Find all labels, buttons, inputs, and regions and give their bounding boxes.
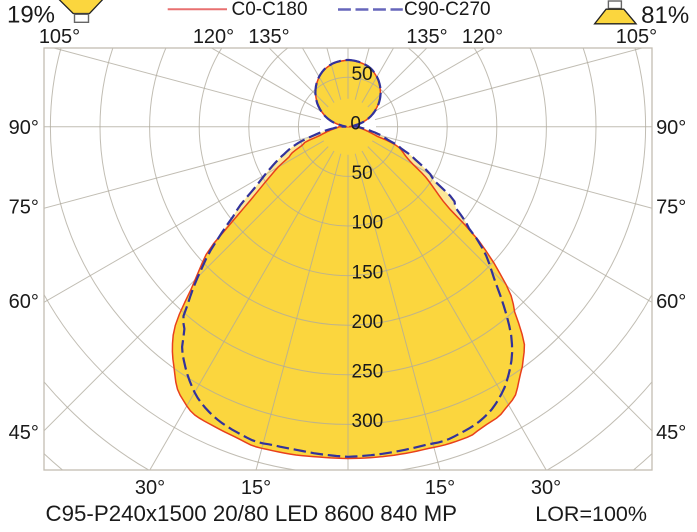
svg-text:45°: 45° — [656, 422, 686, 444]
svg-text:15°: 15° — [425, 477, 455, 499]
svg-text:0: 0 — [350, 114, 361, 135]
svg-text:200: 200 — [352, 312, 384, 333]
svg-text:15°: 15° — [241, 477, 271, 499]
svg-text:150: 150 — [352, 262, 384, 283]
svg-text:135°: 135° — [406, 26, 447, 48]
svg-text:120°: 120° — [193, 26, 234, 48]
svg-text:100: 100 — [352, 213, 384, 234]
svg-text:250: 250 — [352, 362, 384, 383]
svg-text:105°: 105° — [616, 26, 657, 48]
svg-text:45°: 45° — [9, 422, 39, 444]
svg-text:C95-P240x1500 20/80 LED 8600 8: C95-P240x1500 20/80 LED 8600 840 MP — [46, 501, 458, 526]
svg-text:90°: 90° — [9, 117, 39, 139]
svg-text:105°: 105° — [39, 26, 80, 48]
svg-text:C90-C270: C90-C270 — [404, 0, 491, 20]
svg-text:60°: 60° — [9, 291, 39, 313]
svg-text:300: 300 — [352, 411, 384, 432]
svg-text:30°: 30° — [135, 477, 165, 499]
svg-text:75°: 75° — [9, 197, 39, 219]
svg-text:LOR=100%: LOR=100% — [535, 502, 647, 526]
svg-text:50: 50 — [352, 64, 373, 85]
svg-text:60°: 60° — [656, 291, 686, 313]
svg-text:30°: 30° — [531, 477, 561, 499]
svg-text:75°: 75° — [656, 197, 686, 219]
svg-text:C0-C180: C0-C180 — [232, 0, 308, 20]
svg-text:90°: 90° — [656, 117, 686, 139]
svg-text:50: 50 — [352, 163, 373, 184]
svg-text:120°: 120° — [462, 26, 503, 48]
svg-text:81%: 81% — [641, 2, 689, 29]
svg-text:135°: 135° — [248, 26, 289, 48]
svg-text:19%: 19% — [7, 2, 55, 29]
